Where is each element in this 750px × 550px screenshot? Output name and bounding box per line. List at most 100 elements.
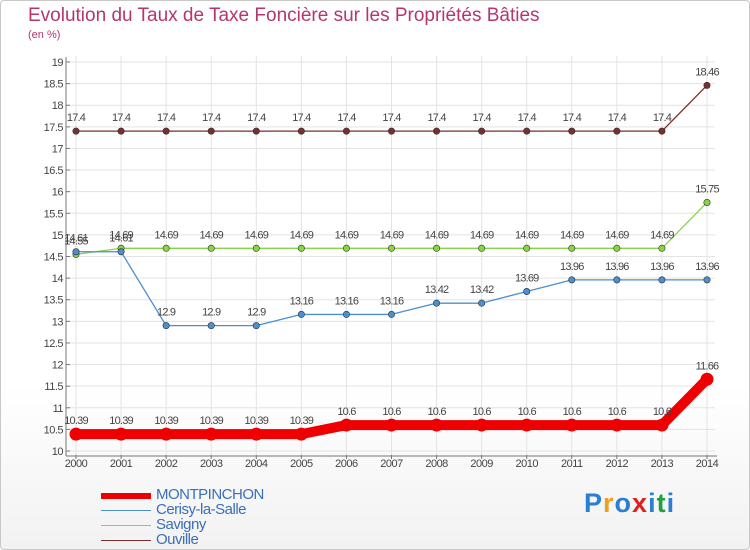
y-tick-label: 11.5 (44, 381, 63, 393)
data-label: 14.69 (650, 229, 674, 241)
data-label: 10.6 (518, 406, 537, 418)
data-point (207, 127, 215, 135)
data-label: 17.4 (247, 112, 266, 124)
data-point (252, 322, 260, 330)
x-tick-label: 2012 (606, 458, 629, 470)
data-label: 13.42 (470, 284, 494, 296)
y-tick-label: 19 (52, 57, 64, 69)
proxiti-logo: Proxiti (584, 488, 675, 519)
x-tick-label: 2010 (515, 458, 538, 470)
y-tick-label: 11 (53, 403, 64, 415)
x-tick-label: 2009 (470, 458, 493, 470)
x-tick-label: 2013 (651, 458, 674, 470)
data-point (252, 127, 260, 135)
data-label: 12.9 (247, 307, 266, 319)
legend-label: MONTPINCHON (156, 486, 264, 503)
data-point (114, 427, 128, 441)
x-tick-label: 2000 (65, 458, 88, 470)
data-point (117, 248, 125, 256)
data-point (568, 244, 576, 252)
data-point (658, 244, 666, 252)
data-point (565, 418, 579, 432)
data-point (568, 127, 576, 135)
data-label: 13.96 (695, 261, 719, 273)
data-label: 17.4 (518, 112, 537, 124)
y-tick-label: 10.5 (44, 424, 64, 436)
data-label: 14.69 (245, 229, 269, 241)
data-label: 12.9 (157, 307, 176, 319)
x-tick-label: 2014 (696, 458, 719, 470)
data-label: 17.4 (427, 112, 446, 124)
data-point (478, 127, 486, 135)
data-point (72, 248, 80, 256)
data-point (613, 244, 621, 252)
data-label: 10.6 (427, 406, 446, 418)
data-label: 14.69 (470, 229, 494, 241)
data-label: 13.96 (605, 261, 629, 273)
data-point (159, 427, 173, 441)
data-label: 14.61 (109, 233, 133, 245)
data-label: 14.69 (199, 229, 223, 241)
data-point (207, 322, 215, 330)
x-tick-label: 2005 (290, 458, 313, 470)
data-point (703, 198, 711, 206)
y-tick-label: 10 (52, 446, 64, 458)
x-tick-label: 2004 (245, 458, 268, 470)
data-point (475, 418, 489, 432)
data-point (69, 427, 83, 441)
data-label: 17.4 (67, 112, 86, 124)
data-label: 17.4 (608, 112, 627, 124)
logo-letter: o (614, 488, 633, 518)
data-label: 13.69 (515, 273, 539, 285)
y-tick-label: 14 (52, 273, 64, 285)
data-label: 14.69 (605, 229, 629, 241)
data-label: 13.16 (335, 295, 359, 307)
data-label: 14.69 (290, 229, 314, 241)
data-point (520, 418, 534, 432)
data-point (342, 127, 350, 135)
x-tick-label: 2008 (425, 458, 448, 470)
data-label: 14.69 (380, 229, 404, 241)
data-point (387, 310, 395, 318)
data-label: 14.69 (560, 229, 584, 241)
data-point (433, 127, 441, 135)
data-label: 14.61 (64, 233, 88, 245)
x-tick-label: 2003 (200, 458, 223, 470)
data-label: 17.4 (202, 112, 221, 124)
data-point (294, 427, 308, 441)
data-label: 17.4 (653, 112, 672, 124)
x-tick-label: 2001 (110, 458, 133, 470)
x-tick-label: 2007 (380, 458, 403, 470)
data-label: 10.39 (154, 415, 178, 427)
data-label: 10.39 (245, 415, 269, 427)
data-point (568, 276, 576, 284)
data-label: 10.6 (337, 406, 356, 418)
data-point (700, 372, 714, 386)
y-tick-label: 16 (52, 187, 64, 199)
data-point (523, 127, 531, 135)
data-point (297, 310, 305, 318)
y-tick-label: 14.5 (44, 252, 64, 264)
data-point (339, 418, 353, 432)
logo-letter: t (656, 488, 667, 518)
data-point (658, 276, 666, 284)
data-point (252, 244, 260, 252)
y-tick-label: 13 (52, 316, 64, 328)
data-point (478, 244, 486, 252)
logo-letter: r (603, 488, 615, 518)
data-point (610, 418, 624, 432)
legend-swatch (101, 493, 151, 499)
data-label: 10.6 (473, 406, 492, 418)
data-point (204, 427, 218, 441)
data-point (658, 127, 666, 135)
data-label: 14.69 (425, 229, 449, 241)
data-label: 15.75 (695, 183, 719, 195)
data-point (430, 418, 444, 432)
data-label: 14.69 (335, 229, 359, 241)
data-point (117, 127, 125, 135)
data-point (478, 299, 486, 307)
legend-swatch (101, 525, 151, 526)
data-label: 10.6 (382, 406, 401, 418)
